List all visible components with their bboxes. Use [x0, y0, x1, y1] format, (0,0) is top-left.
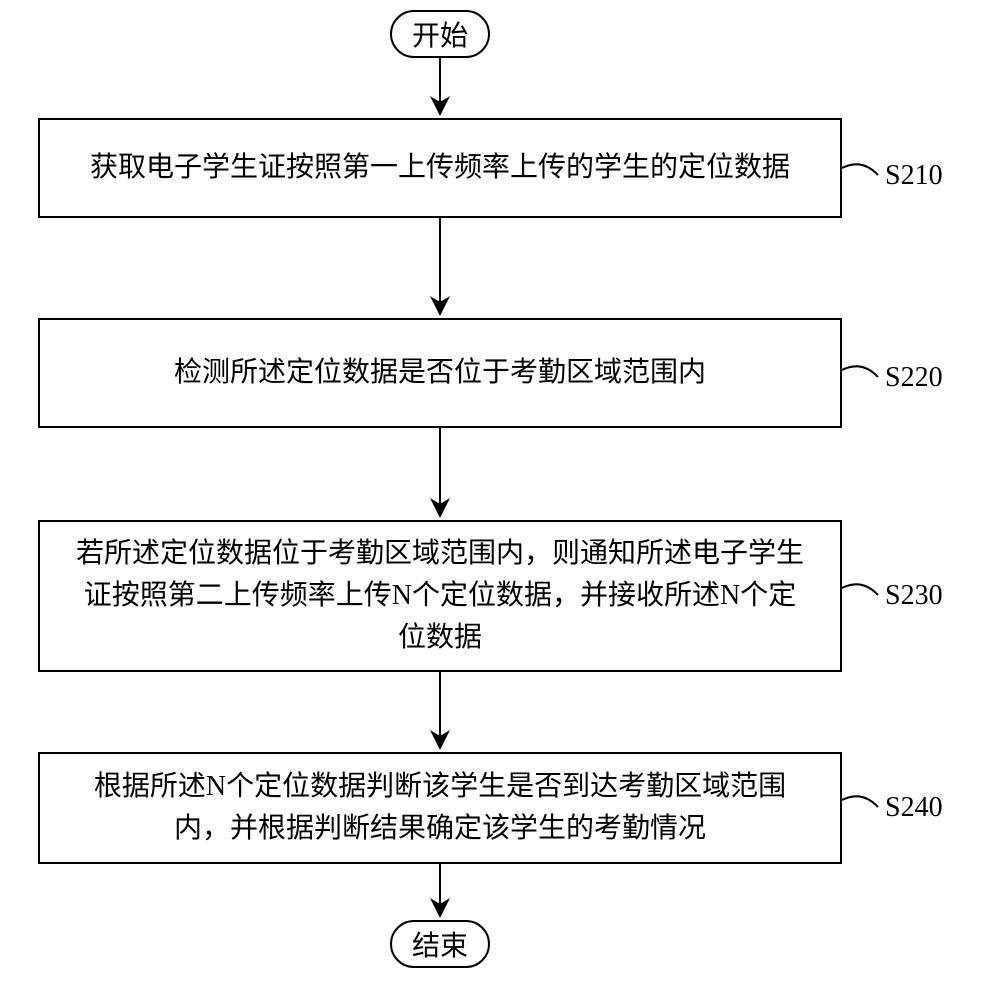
process-s220: 检测所述定位数据是否位于考勤区域范围内	[38, 318, 842, 428]
process-s230-text: 若所述定位数据位于考勤区域范围内，则通知所述电子学生证按照第二上传频率上传N个定…	[72, 533, 808, 659]
process-s240: 根据所述N个定位数据判断该学生是否到达考勤区域范围内，并根据判断结果确定该学生的…	[38, 752, 842, 864]
step-label-s220: S220	[885, 362, 943, 394]
step-label-s210: S210	[885, 160, 943, 192]
process-s210-text: 获取电子学生证按照第一上传频率上传的学生的定位数据	[90, 147, 790, 189]
terminator-end: 结束	[390, 920, 490, 968]
terminator-start-label: 开始	[412, 14, 468, 54]
terminator-start: 开始	[390, 10, 490, 58]
process-s240-text: 根据所述N个定位数据判断该学生是否到达考勤区域范围内，并根据判断结果确定该学生的…	[72, 766, 808, 850]
terminator-end-label: 结束	[412, 924, 468, 964]
process-s230: 若所述定位数据位于考勤区域范围内，则通知所述电子学生证按照第二上传频率上传N个定…	[38, 520, 842, 672]
step-label-s230: S230	[885, 580, 943, 612]
step-label-s240: S240	[885, 792, 943, 824]
process-s220-text: 检测所述定位数据是否位于考勤区域范围内	[174, 352, 706, 394]
process-s210: 获取电子学生证按照第一上传频率上传的学生的定位数据	[38, 118, 842, 218]
